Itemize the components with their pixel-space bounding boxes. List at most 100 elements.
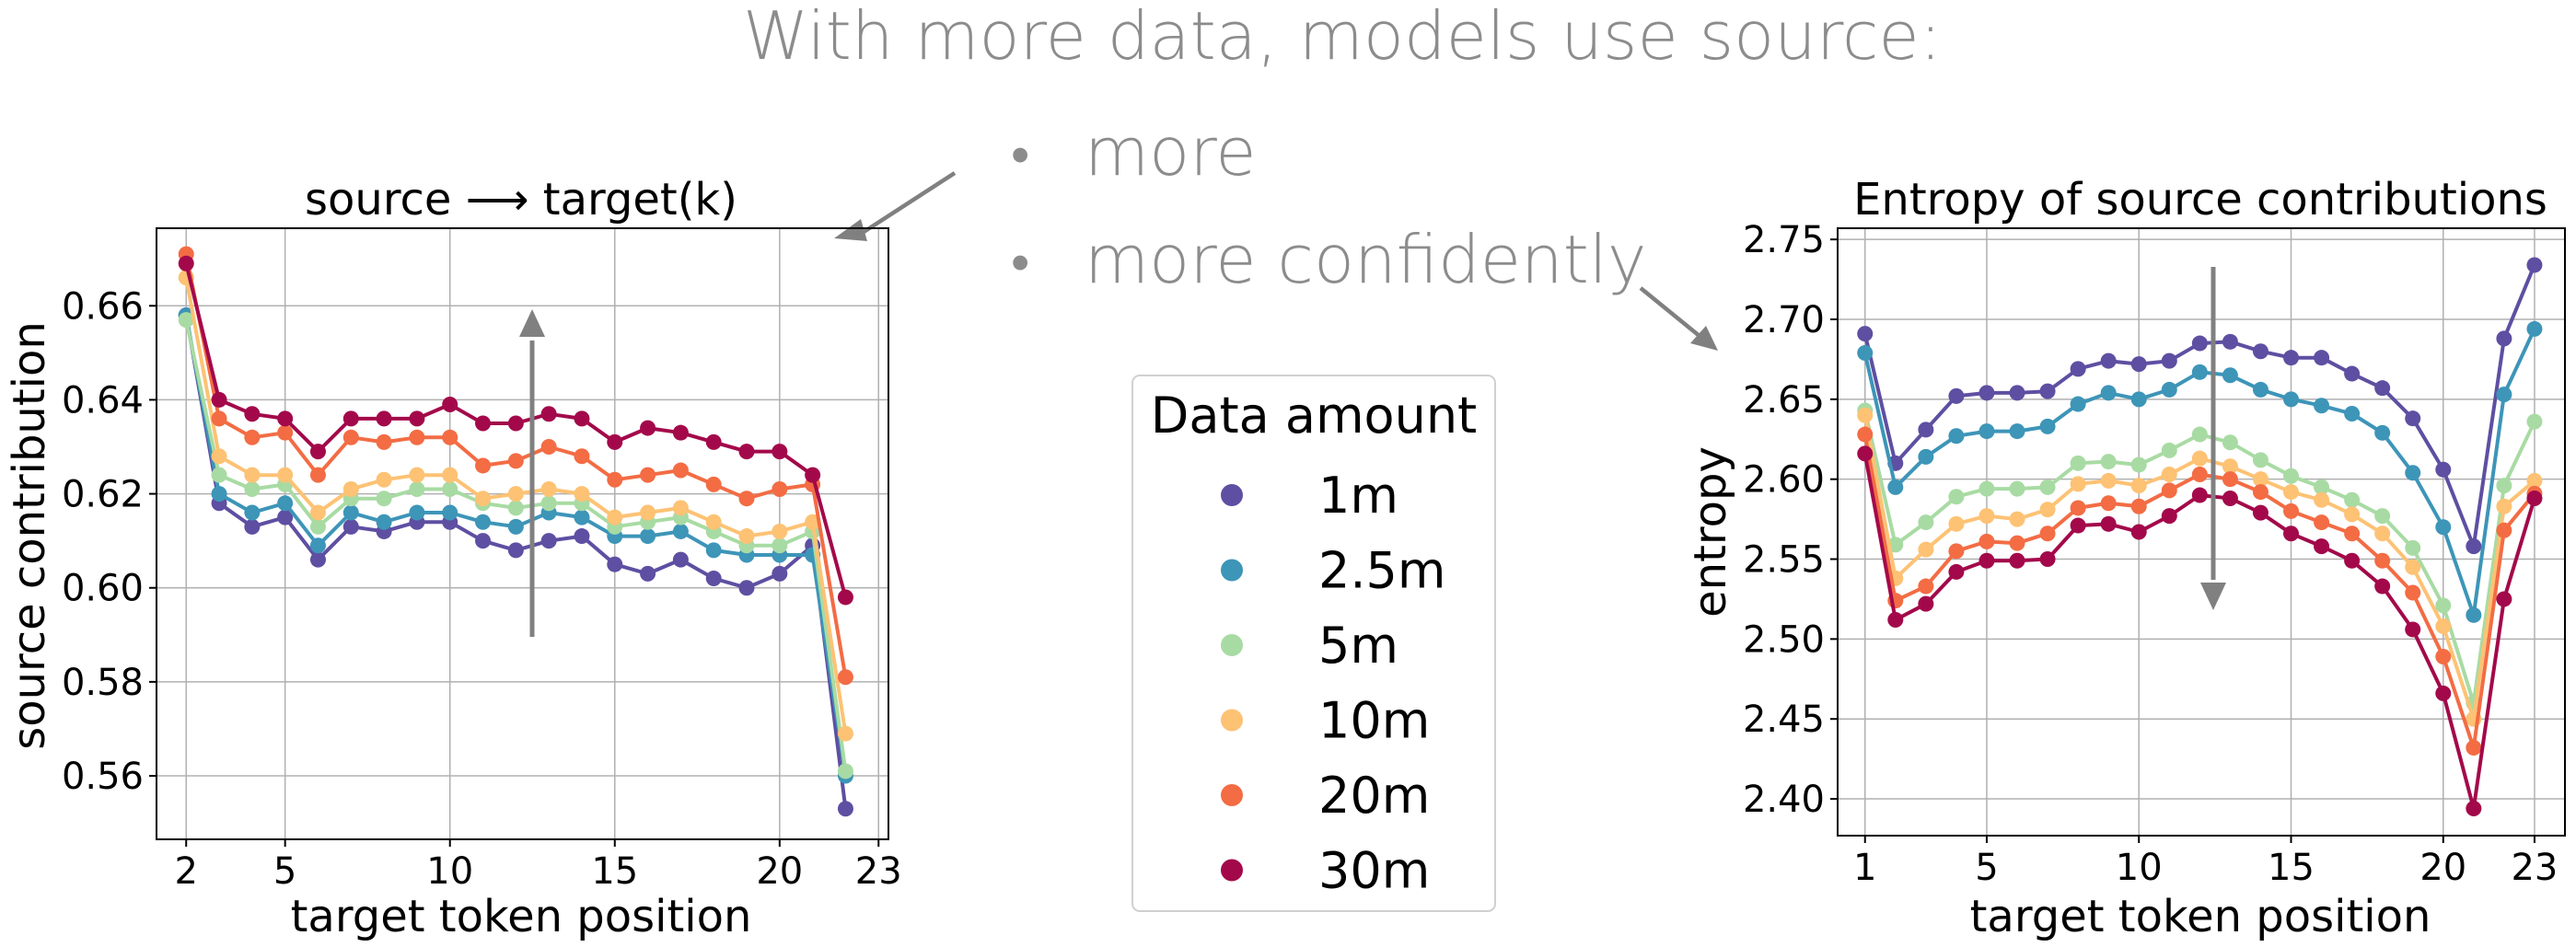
data-point <box>442 467 458 483</box>
data-point <box>2100 385 2117 401</box>
data-point <box>2039 502 2056 518</box>
x-tick-label: 2 <box>175 850 198 893</box>
annotation-arrow-left-head <box>834 219 867 241</box>
data-point <box>2435 685 2452 701</box>
data-point <box>1857 445 1874 462</box>
data-point <box>376 433 392 450</box>
data-point <box>211 486 227 502</box>
data-point <box>2466 800 2482 816</box>
data-point <box>837 801 853 817</box>
data-point <box>409 410 425 427</box>
legend: Data amount 1m 2.5m 5m 10m 20m 30m <box>1131 375 1496 912</box>
data-point <box>2100 454 2117 470</box>
bullet-marker: • <box>1011 231 1029 294</box>
data-point <box>2496 478 2512 494</box>
legend-entry: 2.5m <box>1221 542 1445 600</box>
legend-entry: 10m <box>1221 692 1430 750</box>
data-point <box>574 509 590 525</box>
data-point <box>540 439 557 456</box>
data-point <box>2496 498 2512 514</box>
data-point <box>1948 489 1965 505</box>
data-point <box>342 504 359 521</box>
x-tick-label: 1 <box>1853 847 1876 889</box>
data-point <box>342 429 359 445</box>
entropy-chart: Entropy of source contributions 1 5 10 15 20… <box>1685 174 2566 942</box>
data-point <box>178 312 194 329</box>
data-point <box>2374 424 2391 441</box>
data-point <box>705 433 722 450</box>
data-point <box>211 410 227 427</box>
data-point <box>2252 504 2269 521</box>
data-point <box>837 589 853 606</box>
data-point <box>2405 559 2421 575</box>
data-point <box>1978 533 1995 549</box>
x-tick-label: 20 <box>2419 847 2466 889</box>
data-point <box>640 420 656 436</box>
x-tick-label: 23 <box>2511 847 2558 889</box>
data-point <box>1918 578 1934 595</box>
chart-title: source ⟶ target(k) <box>305 174 737 225</box>
annotation-arrow-right <box>1639 286 1707 342</box>
data-point <box>2344 365 2361 382</box>
data-point <box>2496 330 2512 347</box>
y-tick-label: 2.40 <box>1743 779 1825 821</box>
data-point <box>2070 500 2086 516</box>
data-point <box>2314 350 2330 366</box>
legend-label: 5m <box>1318 617 1398 675</box>
data-point <box>1887 612 1904 629</box>
data-point <box>2283 350 2300 366</box>
data-point <box>2161 466 2177 482</box>
data-point <box>309 504 326 521</box>
data-point <box>442 429 458 445</box>
x-tick-label: 23 <box>855 850 902 893</box>
x-tick-label: 15 <box>591 850 638 893</box>
data-point <box>540 495 557 512</box>
y-tick-label: 2.50 <box>1743 618 1825 661</box>
data-point <box>574 528 590 545</box>
y-tick-label: 0.56 <box>62 756 144 798</box>
data-point <box>574 448 590 465</box>
data-point <box>2161 482 2177 499</box>
data-point <box>376 471 392 488</box>
y-tick-label: 0.66 <box>62 285 144 328</box>
data-point <box>277 424 294 441</box>
y-tick-label: 2.65 <box>1743 379 1825 422</box>
data-point <box>540 406 557 422</box>
data-point <box>442 397 458 413</box>
data-point <box>2526 491 2543 507</box>
data-point <box>2100 352 2117 369</box>
x-axis-label: target token position <box>291 891 752 942</box>
data-point <box>1918 541 1934 558</box>
data-point <box>309 467 326 483</box>
data-point <box>2130 478 2147 494</box>
data-point <box>1978 480 1995 497</box>
series-20m <box>1857 426 2543 756</box>
data-point <box>2130 456 2147 473</box>
data-point <box>2070 517 2086 534</box>
data-point <box>705 571 722 587</box>
data-point <box>2222 471 2238 488</box>
data-point <box>772 444 788 460</box>
series-line <box>1862 453 2536 811</box>
data-point <box>2222 434 2238 451</box>
data-point <box>2374 525 2391 542</box>
legend-title: Data amount <box>1151 387 1477 445</box>
data-point <box>705 476 722 492</box>
data-point <box>1857 407 1874 423</box>
data-point <box>475 514 492 530</box>
data-point <box>2526 472 2543 489</box>
legend-entry: 20m <box>1221 767 1430 825</box>
data-point <box>244 406 261 422</box>
data-point <box>2435 461 2452 478</box>
data-point <box>2496 522 2512 538</box>
data-point <box>540 533 557 549</box>
data-point <box>2435 597 2452 614</box>
legend-frame <box>1131 375 1496 912</box>
data-point <box>507 415 524 432</box>
data-point <box>2222 458 2238 475</box>
data-point <box>2161 352 2177 369</box>
data-point <box>409 480 425 497</box>
data-point <box>2191 426 2208 443</box>
data-point <box>2435 618 2452 634</box>
